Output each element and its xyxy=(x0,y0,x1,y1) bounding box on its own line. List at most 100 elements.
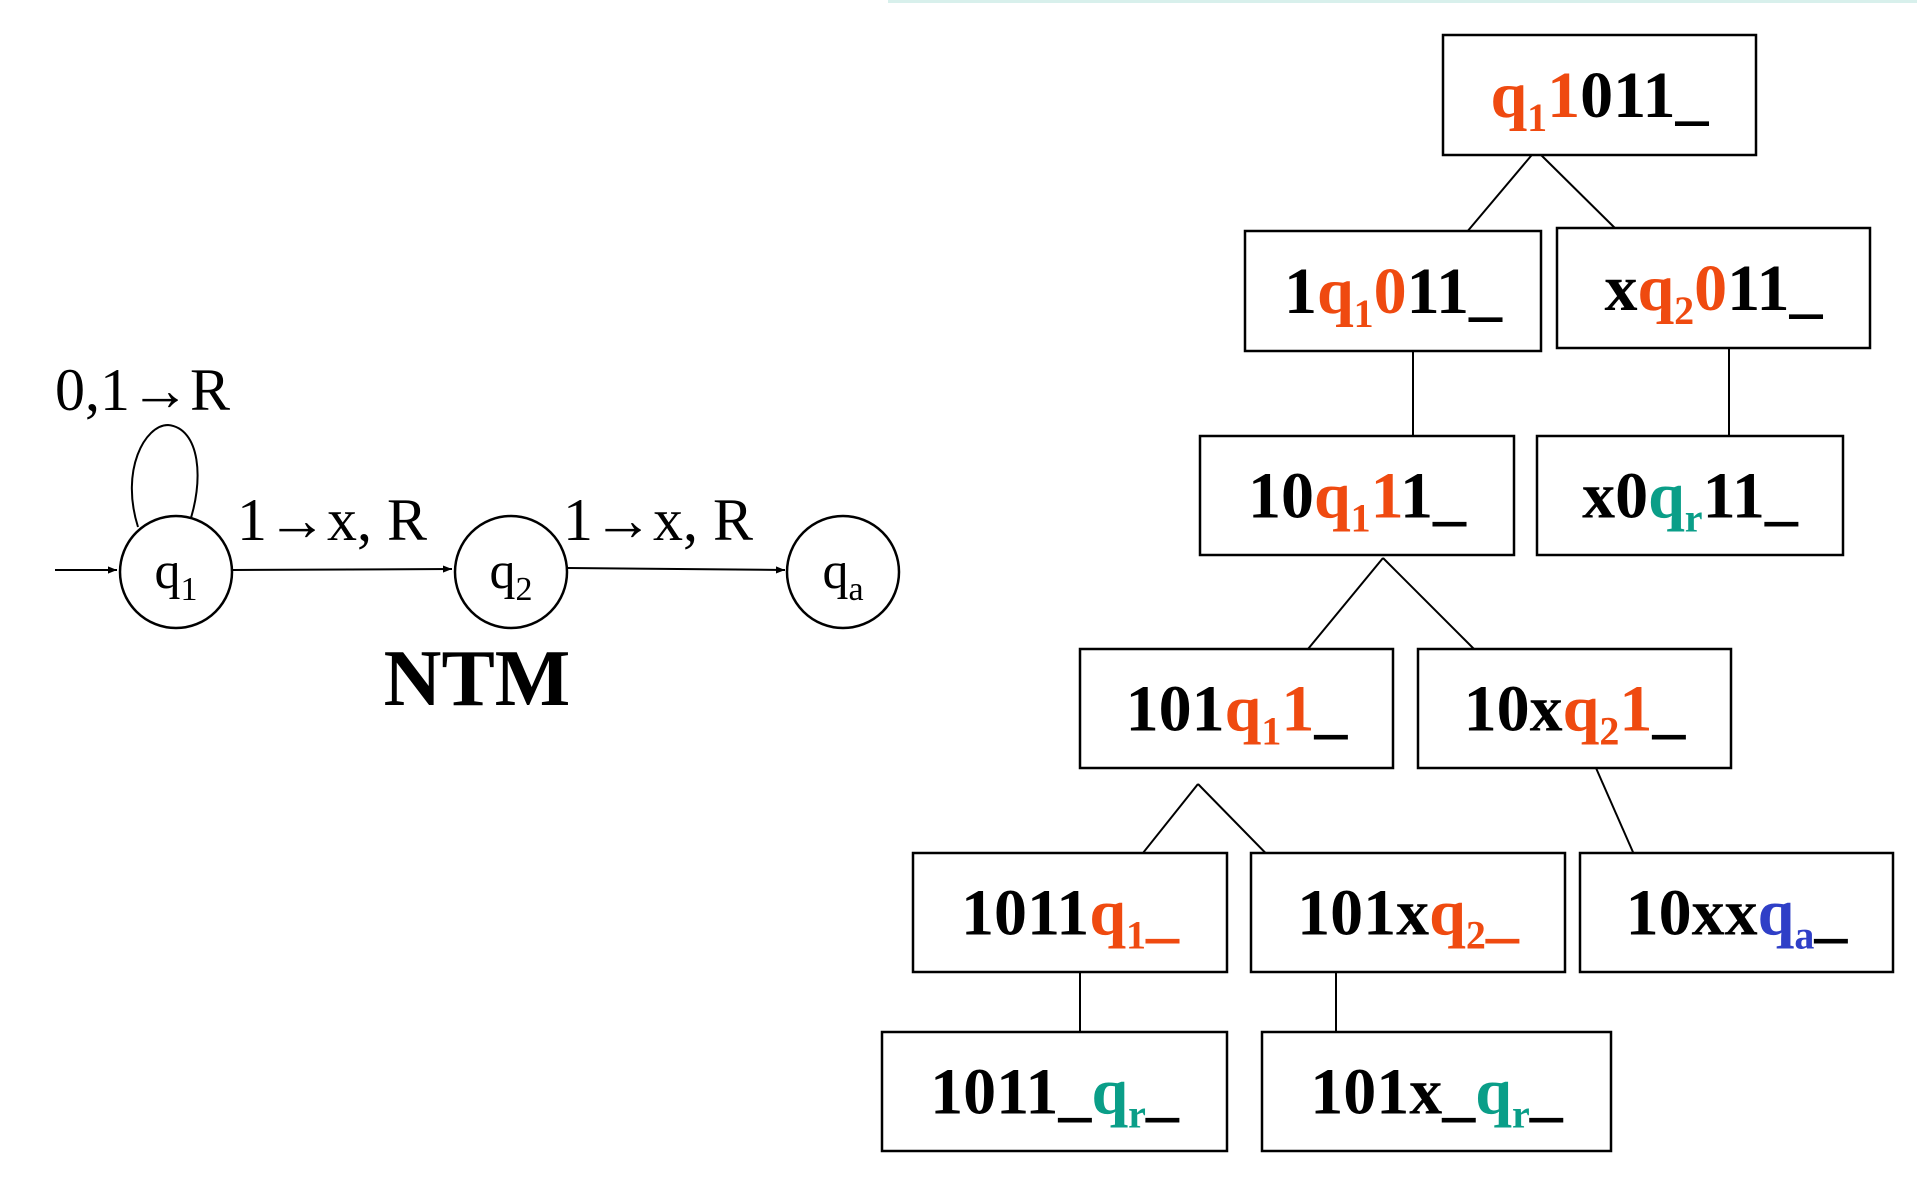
configuration-segment: 1 xyxy=(1547,59,1580,132)
configuration-segment: x xyxy=(1604,252,1637,325)
configuration-segment: 11_ xyxy=(1703,460,1799,533)
edge-q2-qa xyxy=(567,566,786,574)
configuration-box xyxy=(1198,434,1516,557)
transition-label-q1-q2: 1→x, R xyxy=(237,487,427,553)
configuration-segment: q xyxy=(1475,1056,1512,1129)
configuration-segment: q xyxy=(1758,877,1795,950)
configuration-segment: 101x_ xyxy=(1310,1056,1476,1129)
configuration-segment: q xyxy=(1091,1056,1128,1129)
configuration-text: x0qr11_ xyxy=(1582,460,1799,541)
configuration-segment: q xyxy=(1490,59,1527,132)
configuration-box xyxy=(911,851,1229,974)
computation-tree: q11011_1q1011_ xq2011_10q111_ x0qr11_101q1… xyxy=(880,33,1895,1153)
configuration-segment: 1011 xyxy=(961,877,1089,950)
tree-edge xyxy=(1595,767,1637,860)
diagram-title: NTM xyxy=(384,635,571,723)
configuration-segment: 2 xyxy=(1674,288,1694,333)
configuration-segment: 1 xyxy=(1371,460,1401,533)
transition-label-self-loop: 0,1→R xyxy=(55,357,230,423)
configuration-segment: 1 xyxy=(1351,496,1371,541)
configuration-segment: 11_ xyxy=(1727,252,1823,325)
configuration-text: 1011q1_ xyxy=(961,877,1180,958)
self-loop-q1 xyxy=(130,423,199,528)
configuration-box xyxy=(1578,851,1895,974)
state-qa xyxy=(785,514,901,630)
configuration-segment: 1 xyxy=(1619,673,1652,746)
configuration-segment: 011_ xyxy=(1580,59,1709,132)
configuration-segment: _ xyxy=(1145,877,1180,950)
tree-edge xyxy=(1460,149,1537,240)
configuration-segment: _ xyxy=(1485,877,1520,950)
configuration-segment: _ xyxy=(1313,673,1348,746)
configuration-segment: q xyxy=(1089,877,1126,950)
configuration-text: 10q111_ xyxy=(1248,460,1467,541)
state-label-qa: qa xyxy=(822,543,863,608)
configuration-segment: r xyxy=(1512,1092,1530,1137)
configuration-segment: 1 xyxy=(1354,291,1374,336)
state-q1 xyxy=(118,514,234,630)
configuration-segment: r xyxy=(1128,1092,1146,1137)
configuration-text: xq2011_ xyxy=(1604,252,1823,333)
configuration-segment: _ xyxy=(1813,877,1848,950)
configuration-segment: 101 xyxy=(1126,673,1225,746)
configuration-segment: q xyxy=(1317,255,1354,328)
configuration-box xyxy=(1243,229,1543,353)
configuration-segment: 1 xyxy=(1281,673,1314,746)
configuration-segment: q xyxy=(1225,673,1262,746)
header-accent-rule xyxy=(888,0,1917,3)
configuration-segment: 10xx xyxy=(1626,877,1758,950)
configuration-segment: a xyxy=(1794,913,1814,958)
configuration-text: 101xq2_ xyxy=(1297,877,1520,958)
configuration-segment: _ xyxy=(1145,1056,1180,1129)
transition-label-q2-qa: 1→x, R xyxy=(563,487,753,553)
tree-edge xyxy=(1382,557,1475,650)
configuration-box xyxy=(1555,226,1872,350)
configuration-segment: 2 xyxy=(1599,709,1619,754)
configuration-text: q11011_ xyxy=(1490,59,1709,140)
configuration-segment: 11_ xyxy=(1407,255,1503,328)
edge-q1-q2 xyxy=(232,565,453,573)
configuration-text: 1q1011_ xyxy=(1284,255,1503,336)
configuration-segment: 2 xyxy=(1466,913,1486,958)
configuration-segment: 1 xyxy=(1261,709,1281,754)
state-label-q1: q1 xyxy=(155,543,198,608)
configuration-segment: 1 xyxy=(1284,255,1317,328)
configuration-segment: 0 xyxy=(1694,252,1727,325)
configuration-text: 101x_qr_ xyxy=(1310,1056,1563,1137)
configuration-segment: q xyxy=(1314,460,1351,533)
configuration-text: 1011_qr_ xyxy=(930,1056,1180,1137)
configuration-segment: 1 xyxy=(1126,913,1146,958)
configuration-segment: 1 xyxy=(1527,95,1547,140)
configuration-text: 10xq21_ xyxy=(1464,673,1687,754)
configuration-box xyxy=(1416,647,1733,770)
configuration-segment: 10 xyxy=(1248,460,1314,533)
configuration-segment: q xyxy=(1637,252,1674,325)
configuration-segment: q xyxy=(1429,877,1466,950)
state-q2 xyxy=(453,514,569,630)
configuration-segment: x0 xyxy=(1582,460,1648,533)
configuration-segment: 0 xyxy=(1374,255,1407,328)
configuration-box xyxy=(1249,851,1567,974)
configuration-text: 101q11_ xyxy=(1126,673,1349,754)
configuration-segment: 1011_ xyxy=(930,1056,1092,1129)
configuration-segment: 10x xyxy=(1464,673,1563,746)
ntm-state-diagram: q1 q2 qa 0,1→R 1→x, R 1→x, R NTM xyxy=(55,357,901,723)
configuration-segment: 101x xyxy=(1297,877,1429,950)
configuration-segment: q xyxy=(1648,460,1685,533)
state-label-q2: q2 xyxy=(490,543,533,608)
configuration-box xyxy=(1078,647,1395,770)
configuration-box xyxy=(1535,434,1845,557)
tree-edge xyxy=(1307,557,1384,650)
configuration-box xyxy=(880,1030,1229,1153)
configuration-segment: 1_ xyxy=(1400,460,1467,533)
configuration-box xyxy=(1441,33,1758,157)
configuration-segment: q xyxy=(1563,673,1600,746)
configuration-segment: r xyxy=(1685,496,1703,541)
configuration-segment: _ xyxy=(1529,1056,1564,1129)
tree-edge xyxy=(1535,149,1626,239)
configuration-box xyxy=(1260,1030,1613,1153)
configuration-segment: _ xyxy=(1651,673,1686,746)
configuration-text: 10xxqa_ xyxy=(1626,877,1849,958)
